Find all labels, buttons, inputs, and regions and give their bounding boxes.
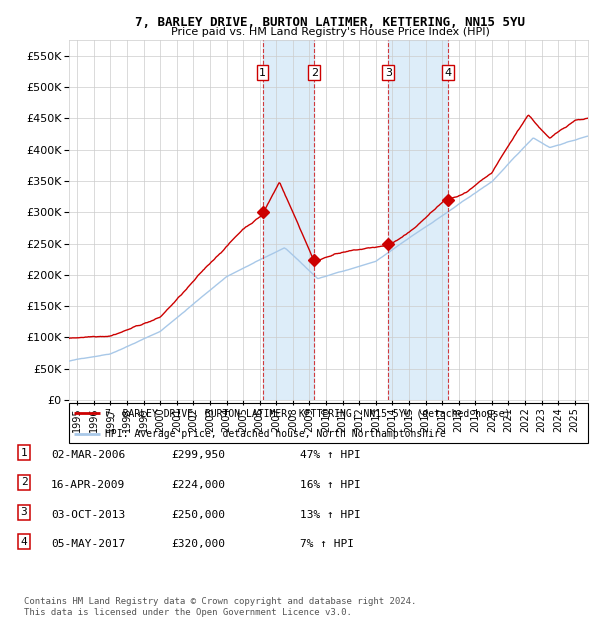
Text: HPI: Average price, detached house, North Northamptonshire: HPI: Average price, detached house, Nort… bbox=[106, 430, 446, 440]
Text: £299,950: £299,950 bbox=[171, 450, 225, 460]
Text: £250,000: £250,000 bbox=[171, 510, 225, 520]
Text: £320,000: £320,000 bbox=[171, 539, 225, 549]
Text: £224,000: £224,000 bbox=[171, 480, 225, 490]
Text: 2: 2 bbox=[20, 477, 28, 487]
Text: 4: 4 bbox=[444, 68, 451, 78]
Text: 1: 1 bbox=[20, 448, 28, 458]
Text: 13% ↑ HPI: 13% ↑ HPI bbox=[300, 510, 361, 520]
Text: 2: 2 bbox=[311, 68, 318, 78]
Text: 7% ↑ HPI: 7% ↑ HPI bbox=[300, 539, 354, 549]
Text: Contains HM Land Registry data © Crown copyright and database right 2024.
This d: Contains HM Land Registry data © Crown c… bbox=[24, 598, 416, 617]
Text: 47% ↑ HPI: 47% ↑ HPI bbox=[300, 450, 361, 460]
Text: 7, BARLEY DRIVE, BURTON LATIMER, KETTERING, NN15 5YU: 7, BARLEY DRIVE, BURTON LATIMER, KETTERI… bbox=[135, 16, 525, 29]
Bar bbox=[388, 40, 448, 400]
Text: 02-MAR-2006: 02-MAR-2006 bbox=[51, 450, 125, 460]
Text: 03-OCT-2013: 03-OCT-2013 bbox=[51, 510, 125, 520]
Text: 3: 3 bbox=[385, 68, 392, 78]
Bar bbox=[263, 40, 314, 400]
Text: 1: 1 bbox=[259, 68, 266, 78]
Text: 16% ↑ HPI: 16% ↑ HPI bbox=[300, 480, 361, 490]
Text: 4: 4 bbox=[20, 537, 28, 547]
Text: 05-MAY-2017: 05-MAY-2017 bbox=[51, 539, 125, 549]
Text: 7, BARLEY DRIVE, BURTON LATIMER, KETTERING, NN15 5YU (detached house): 7, BARLEY DRIVE, BURTON LATIMER, KETTERI… bbox=[106, 408, 511, 418]
Text: 3: 3 bbox=[20, 507, 28, 517]
Text: 16-APR-2009: 16-APR-2009 bbox=[51, 480, 125, 490]
Text: Price paid vs. HM Land Registry's House Price Index (HPI): Price paid vs. HM Land Registry's House … bbox=[170, 27, 490, 37]
